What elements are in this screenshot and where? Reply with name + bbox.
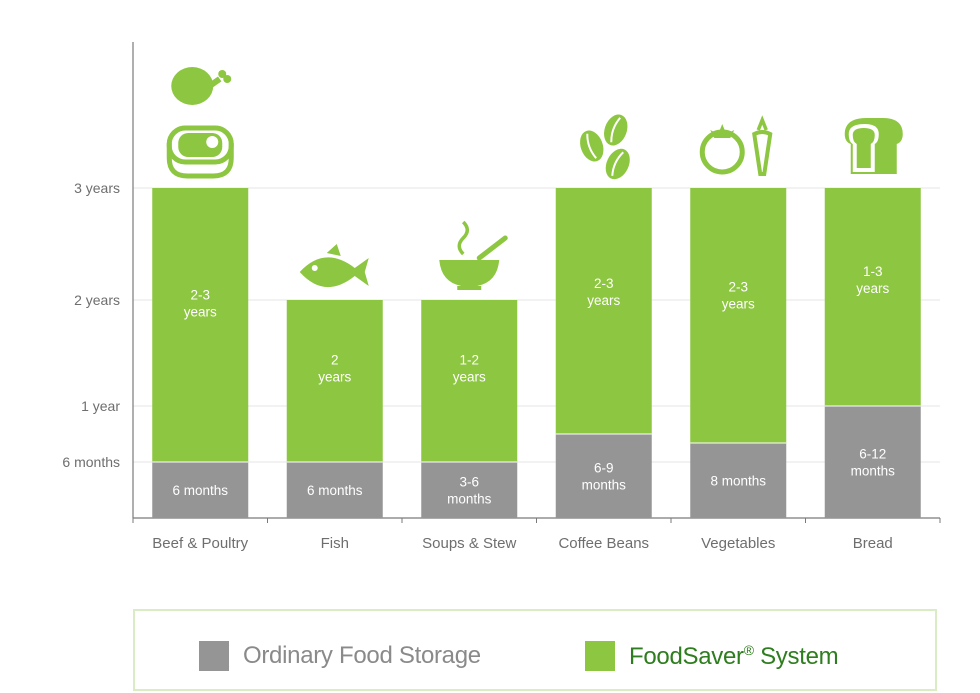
legend-label-foodsaver-rest: System xyxy=(753,642,839,670)
legend-label-foodsaver-reg: ® xyxy=(743,641,754,658)
y-tick-labels: 6 months 1 year 2 years 3 years xyxy=(62,180,120,470)
bar-foodsaver xyxy=(824,188,921,406)
bar-label-foodsaver: 1-3 xyxy=(863,264,883,279)
chart: 6 months 1 year 2 years 3 years 2-3 years 6 m… xyxy=(62,42,941,552)
bar-foodsaver xyxy=(555,188,652,434)
y-tick-label: 2 years xyxy=(74,292,120,308)
bar-label-ordinary: months xyxy=(447,492,492,507)
bar-label-ordinary: 8 months xyxy=(710,473,766,488)
bar-label-ordinary: 6 months xyxy=(172,483,228,498)
legend-swatch-foodsaver xyxy=(585,641,615,671)
category-label: Vegetables xyxy=(701,535,775,552)
bar-label-foodsaver: years xyxy=(587,293,620,308)
y-tick-label: 6 months xyxy=(62,454,120,470)
bars: 2-3 years 6 months 2 years 6 months 1-2 years 3-… xyxy=(152,188,921,518)
legend-label-foodsaver: FoodSaver® System xyxy=(629,641,839,671)
bar-foodsaver xyxy=(286,300,383,462)
bar-label-ordinary: 6-12 xyxy=(859,447,886,462)
axes xyxy=(132,42,941,523)
category-label: Bread xyxy=(853,535,893,552)
legend-item-ordinary: Ordinary Food Storage xyxy=(199,641,481,671)
bar-label-foodsaver: years xyxy=(453,370,486,385)
fish-icon xyxy=(299,244,369,288)
y-tick-label: 1 year xyxy=(81,398,120,414)
category-label: Coffee Beans xyxy=(558,535,649,552)
bar-label-foodsaver: years xyxy=(856,281,889,296)
category-labels: Beef & Poultry Fish Soups & Stew Coffee Bea… xyxy=(152,535,892,552)
bar-label-foodsaver: 2-3 xyxy=(728,280,748,295)
bar-label-ordinary: 3-6 xyxy=(459,475,479,490)
bar-label-foodsaver: 1-2 xyxy=(459,353,479,368)
bar-ordinary xyxy=(824,406,921,518)
coffee-beans-icon xyxy=(580,114,630,180)
bar-foodsaver xyxy=(690,188,787,443)
bar-label-foodsaver: years xyxy=(722,297,755,312)
legend: Ordinary Food Storage FoodSaver® System xyxy=(133,609,937,691)
category-icons xyxy=(166,67,903,290)
legend-swatch-ordinary xyxy=(199,641,229,671)
bar-ordinary xyxy=(152,462,249,518)
bar-label-ordinary: months xyxy=(851,464,896,479)
bar-label-ordinary: 6 months xyxy=(307,483,363,498)
category-label: Fish xyxy=(321,535,349,552)
gridlines xyxy=(133,187,940,463)
category-label: Beef & Poultry xyxy=(152,535,248,552)
tomato-carrot-icon xyxy=(699,115,773,176)
bar-ordinary xyxy=(421,462,518,518)
bar-ordinary xyxy=(690,442,787,518)
bar-foodsaver xyxy=(421,300,518,462)
bar-ordinary xyxy=(286,462,383,518)
bar-label-foodsaver: 2-3 xyxy=(594,276,614,291)
bar-label-ordinary: months xyxy=(582,478,627,493)
y-tick-label: 3 years xyxy=(74,180,120,196)
bar-label-foodsaver: 2 xyxy=(331,353,339,368)
bread-icon xyxy=(844,118,903,174)
bar-foodsaver xyxy=(152,188,249,462)
bar-label-foodsaver: 2-3 xyxy=(190,288,210,303)
legend-label-foodsaver-main: FoodSaver xyxy=(629,642,744,670)
bar-ordinary xyxy=(555,434,652,518)
category-label: Soups & Stew xyxy=(422,535,516,552)
bar-label-ordinary: 6-9 xyxy=(594,461,614,476)
chicken-and-steak-icon xyxy=(166,67,234,179)
bar-label-foodsaver: years xyxy=(184,305,217,320)
legend-item-foodsaver: FoodSaver® System xyxy=(585,641,839,671)
legend-label-ordinary: Ordinary Food Storage xyxy=(243,642,481,669)
bar-label-foodsaver: years xyxy=(318,370,351,385)
soup-bowl-icon xyxy=(439,220,508,290)
